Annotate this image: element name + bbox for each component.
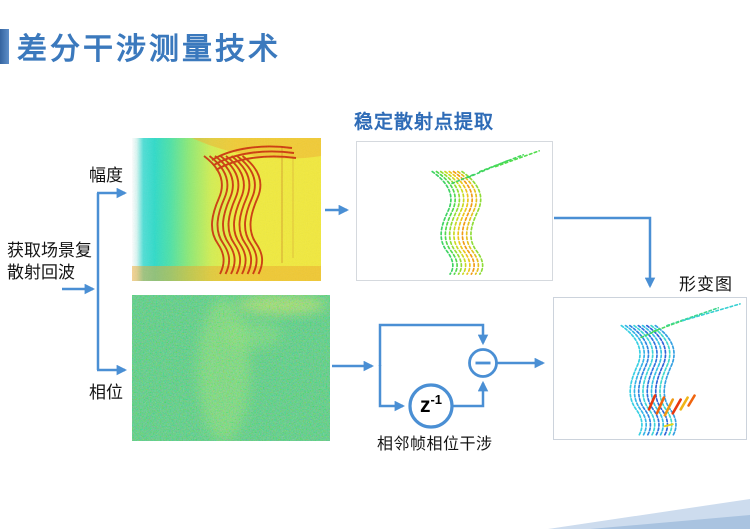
- delay-symbol: z: [419, 394, 431, 417]
- delay-to-minus-arrow: [452, 380, 489, 408]
- phase-label: 相位: [89, 383, 123, 402]
- amplitude-label: 幅度: [89, 166, 123, 185]
- loop-top-arrow: [378, 323, 489, 366]
- scatterer-image: [356, 141, 553, 281]
- deformation-label: 形变图: [679, 275, 733, 294]
- delay-exponent: -1: [430, 392, 443, 407]
- interference-label: 相邻帧相位干涉: [377, 436, 493, 453]
- input-echo-label: 获取场景复散射回波: [7, 241, 92, 283]
- page-title: 差分干涉测量技术: [17, 33, 281, 66]
- scatterer-heading: 稳定散射点提取: [354, 112, 495, 133]
- phase-image: [132, 295, 330, 441]
- title-accent-bar: [0, 29, 9, 64]
- delay-block-label: z-1: [411, 392, 451, 418]
- scatterer-to-deformation-arrow: [554, 216, 656, 289]
- amplitude-image: [132, 138, 321, 281]
- delay-block-circle: [408, 383, 454, 429]
- loop-to-delay-arrow: [378, 365, 406, 412]
- deformation-image: [553, 297, 747, 440]
